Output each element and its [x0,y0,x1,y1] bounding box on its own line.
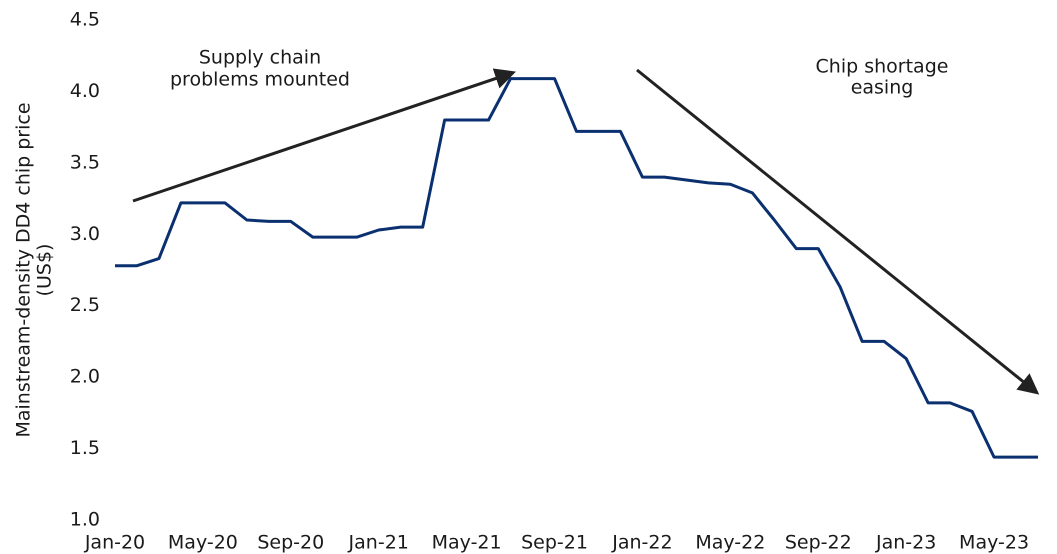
x-tick-label: Jan-22 [611,532,672,554]
y-tick-label: 1.0 [70,509,100,531]
y-tick-label: 2.0 [70,366,100,388]
y-tick-label: 1.5 [70,437,100,459]
x-tick-label: Jan-23 [875,532,936,554]
y-axis-label: (US$) [34,244,56,297]
x-tick-label: May-20 [168,532,238,554]
annotation: problems mounted [170,69,350,91]
arrow [636,68,1040,395]
x-tick-label: Jan-21 [348,532,409,554]
y-axis-label: Mainstream-density DD4 chip price [13,102,35,437]
x-tick-label: Jan-20 [84,532,145,554]
x-tick-label: May-21 [432,532,502,554]
annotation: Supply chain [199,47,321,69]
arrow [132,68,516,203]
y-tick-label: 2.5 [70,294,100,316]
x-tick-label: Sep-20 [257,532,324,554]
y-tick-label: 4.0 [70,80,100,102]
x-tick-label: May-22 [695,532,765,554]
line [115,77,1038,459]
x-tick-label: Sep-21 [521,532,588,554]
y-tick-label: 4.5 [70,9,100,31]
x-tick-label: Sep-22 [785,532,852,554]
annotation: Chip shortage [816,56,949,78]
x-tick-label: May-23 [959,532,1029,554]
annotation: easing [851,77,914,99]
y-tick-label: 3.0 [70,223,100,245]
y-tick-label: 3.5 [70,151,100,173]
